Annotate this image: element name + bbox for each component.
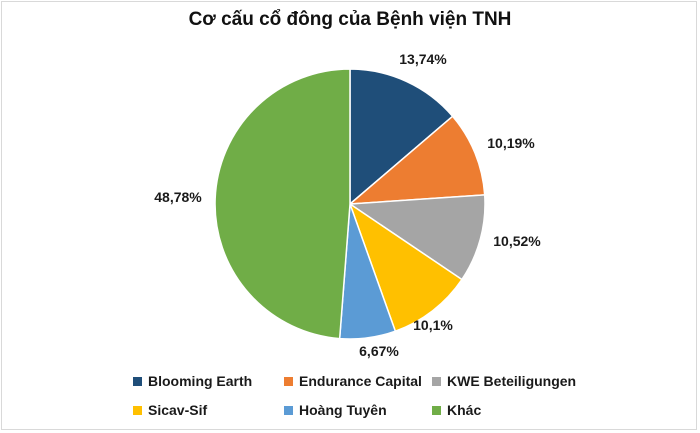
legend-swatch <box>284 377 293 386</box>
legend-item-kwe-beteiligungen: KWE Beteiligungen <box>432 372 576 390</box>
data-label-hoang-tuyen: 6,67% <box>359 343 399 359</box>
pie-slice-kwe-beteiligungen <box>347 194 486 281</box>
legend-item-sicav-sif: Sicav-Sif <box>133 401 207 419</box>
chart-title: Cơ cấu cổ đông của Bệnh viện TNH <box>188 9 512 30</box>
pie-slice-sicav-sif <box>348 202 463 333</box>
data-label-sicav-sif: 10,1% <box>413 317 453 333</box>
data-label-kwe-beteiligungen: 10,52% <box>493 233 541 249</box>
pie-slice-endurance-capital <box>347 115 486 205</box>
legend-swatch <box>432 406 441 415</box>
legend-label: Endurance Capital <box>299 373 422 389</box>
legend-label: Hoàng Tuyên <box>299 402 387 418</box>
legend-item-blooming-earth: Blooming Earth <box>133 372 252 390</box>
data-label-khac: 48,78% <box>154 189 202 205</box>
legend-swatch <box>284 406 293 415</box>
legend-swatch <box>432 377 441 386</box>
legend-swatch <box>133 406 142 415</box>
legend-label: Khác <box>447 402 482 418</box>
data-label-endurance-capital: 10,19% <box>487 135 535 151</box>
legend-label: KWE Beteiligungen <box>447 373 577 389</box>
legend-swatch <box>133 377 142 386</box>
legend-label: Sicav-Sif <box>148 402 208 418</box>
pie-slice-blooming-earth <box>349 68 454 206</box>
legend-item-hoang-tuyen: Hoàng Tuyên <box>284 401 387 419</box>
legend-label: Blooming Earth <box>148 373 253 389</box>
legend-item-khac: Khác <box>432 401 481 419</box>
data-label-blooming-earth: 13,74% <box>399 51 447 67</box>
pie-slice-khac <box>214 68 351 340</box>
legend-item-endurance-capital: Endurance Capital <box>284 372 422 390</box>
